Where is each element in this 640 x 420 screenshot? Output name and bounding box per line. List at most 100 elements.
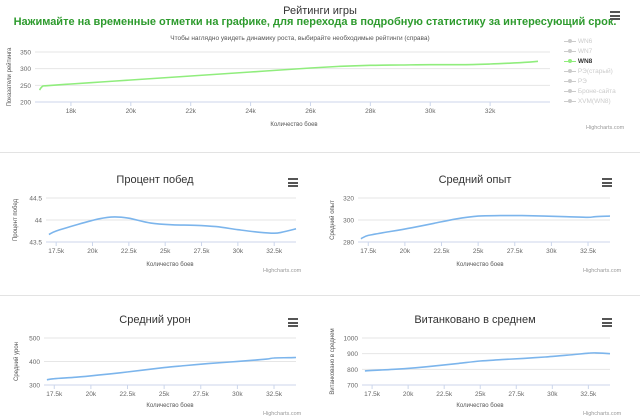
avg-damage-panel: Средний урон 300 400 500 17.5k 20k 22.5k 25k 27… bbox=[0, 300, 310, 420]
main-x-tick-label: 18k bbox=[66, 108, 77, 115]
win-rate-x-tick-label: 22.5k bbox=[121, 248, 138, 255]
avg-tanked-series-line bbox=[364, 352, 611, 372]
legend-item-re[interactable]: РЭ bbox=[564, 77, 616, 87]
avg-exp-x-tick-label: 17.5k bbox=[360, 248, 377, 255]
avg-tanked-x-tick-label: 27.5k bbox=[508, 391, 525, 398]
avg-tanked-x-axis-title: Количество боев bbox=[456, 403, 503, 409]
avg-damage-title: Средний урон bbox=[119, 314, 191, 326]
avg-tanked-panel: Витанковано в среднем 700 800 900 1000 17.5k… bbox=[320, 300, 630, 420]
win-rate-x-tick-label: 20k bbox=[87, 248, 98, 255]
avg-tanked-y-tick-label: 800 bbox=[347, 367, 358, 374]
win-rate-panel: Процент побед 43.5 44 44.5 17.5k 20k 22.5k 25k… bbox=[0, 160, 310, 285]
avg-damage-x-tick-label: 30k bbox=[232, 391, 243, 398]
avg-exp-x-tick-label: 32.5k bbox=[580, 248, 597, 255]
avg-exp-x-tick-label: 22.5k bbox=[434, 248, 451, 255]
avg-tanked-x-tick-label: 20k bbox=[403, 391, 414, 398]
avg-damage-x-tick-label: 32.5k bbox=[266, 391, 283, 398]
main-chart-title: Рейтинги игры bbox=[283, 5, 357, 17]
win-rate-x-tick-label: 32.5k bbox=[266, 248, 283, 255]
avg-damage-x-tick-label: 22.5k bbox=[120, 391, 137, 398]
hamburger-menu-icon[interactable] bbox=[610, 11, 620, 20]
main-x-tick-label: 26k bbox=[305, 108, 316, 115]
avg-exp-y-tick-label: 280 bbox=[343, 240, 354, 247]
legend-marker-icon bbox=[564, 47, 576, 55]
avg-exp-x-tick-label: 30k bbox=[546, 248, 557, 255]
avg-tanked-x-tick-label: 25k bbox=[475, 391, 486, 398]
legend-label: РЭ(старый) bbox=[577, 68, 613, 75]
win-rate-y-tick-label: 44 bbox=[35, 218, 43, 225]
legend-marker-icon bbox=[564, 87, 576, 95]
legend-item-brone-site[interactable]: Броне-сайта bbox=[564, 87, 616, 97]
hamburger-menu-icon[interactable] bbox=[602, 178, 612, 187]
win-rate-y-tick-label: 43.5 bbox=[29, 240, 42, 247]
win-rate-series-line bbox=[48, 216, 297, 236]
section-divider bbox=[0, 152, 640, 153]
hamburger-menu-icon[interactable] bbox=[288, 318, 298, 327]
avg-exp-y-axis-title: Средний опыт bbox=[329, 200, 336, 240]
main-x-tick-label: 30k bbox=[425, 108, 436, 115]
main-rating-chart[interactable]: 200 250 300 350 18k 20k 22k 24k 26k 28k 30k 32k Коли… bbox=[0, 0, 640, 150]
avg-exp-x-tick-label: 25k bbox=[473, 248, 484, 255]
avg-tanked-y-tick-label: 1000 bbox=[344, 336, 359, 343]
legend-label: WN6 bbox=[577, 38, 593, 45]
main-y-axis-title: Показатели рейтинга bbox=[6, 47, 13, 106]
main-y-tick-label: 350 bbox=[20, 50, 31, 57]
avg-tanked-x-tick-label: 30k bbox=[547, 391, 558, 398]
win-rate-x-tick-label: 30k bbox=[233, 248, 244, 255]
avg-damage-y-tick-label: 400 bbox=[29, 359, 40, 366]
legend-item-wn6[interactable]: WN6 bbox=[564, 37, 616, 47]
main-y-tick-label: 200 bbox=[20, 100, 31, 107]
main-chart-panel: Рейтинги игры Нажимайте на временные отм… bbox=[0, 0, 640, 150]
instruction-text: Нажимайте на временные отметки на график… bbox=[13, 16, 617, 28]
legend-label: WN8 bbox=[577, 58, 593, 65]
avg-tanked-chart[interactable]: 700 800 900 1000 17.5k 20k 22.5k 25k 27.5k 30k 32.… bbox=[320, 300, 630, 420]
win-rate-chart[interactable]: 43.5 44 44.5 17.5k 20k 22.5k 25k 27.5k 30k 32.5k К… bbox=[0, 160, 310, 285]
legend-label: РЭ bbox=[577, 78, 587, 85]
legend-item-re-old[interactable]: РЭ(старый) bbox=[564, 67, 616, 77]
avg-damage-x-tick-label: 17.5k bbox=[46, 391, 63, 398]
avg-damage-series-line bbox=[46, 356, 297, 381]
main-y-tick-label: 250 bbox=[20, 83, 31, 90]
avg-tanked-credits: Highcharts.com bbox=[583, 411, 622, 417]
avg-tanked-y-tick-label: 900 bbox=[347, 351, 358, 358]
avg-tanked-x-tick-label: 17.5k bbox=[364, 391, 381, 398]
legend-marker-icon bbox=[564, 97, 576, 105]
hamburger-menu-icon[interactable] bbox=[288, 178, 298, 187]
avg-damage-y-tick-label: 500 bbox=[29, 336, 40, 343]
legend-marker-icon bbox=[564, 37, 576, 45]
win-rate-x-tick-label: 27.5k bbox=[194, 248, 211, 255]
avg-tanked-x-tick-label: 22.5k bbox=[436, 391, 453, 398]
avg-exp-credits: Highcharts.com bbox=[583, 268, 622, 274]
legend-item-xvm-wn8[interactable]: XVM(WN8) bbox=[564, 97, 616, 107]
win-rate-x-axis-title: Количество боев bbox=[146, 262, 193, 268]
rating-legend: WN6 WN7 WN8 РЭ(старый) РЭ Броне-сайта XV… bbox=[564, 37, 616, 107]
main-chart-credits: Highcharts.com bbox=[586, 125, 625, 131]
avg-exp-x-axis-title: Количество боев bbox=[456, 262, 503, 268]
hamburger-menu-icon[interactable] bbox=[602, 318, 612, 327]
legend-marker-icon bbox=[564, 67, 576, 75]
avg-damage-x-axis-title: Количество боев bbox=[146, 403, 193, 409]
avg-exp-x-tick-label: 27.5k bbox=[507, 248, 524, 255]
avg-damage-chart[interactable]: 300 400 500 17.5k 20k 22.5k 25k 27.5k 30k 32.5k Ко… bbox=[0, 300, 310, 420]
win-rate-x-tick-label: 25k bbox=[160, 248, 171, 255]
avg-damage-y-axis-title: Средний урон bbox=[13, 342, 20, 381]
avg-damage-x-tick-label: 27.5k bbox=[193, 391, 210, 398]
main-y-tick-label: 300 bbox=[20, 66, 31, 73]
legend-label: XVM(WN8) bbox=[577, 98, 611, 105]
win-rate-x-tick-label: 17.5k bbox=[48, 248, 65, 255]
avg-damage-x-tick-label: 20k bbox=[86, 391, 97, 398]
win-rate-y-tick-label: 44.5 bbox=[29, 196, 42, 203]
legend-marker-icon bbox=[564, 77, 576, 85]
legend-item-wn7[interactable]: WN7 bbox=[564, 47, 616, 57]
legend-item-wn8[interactable]: WN8 bbox=[564, 57, 616, 67]
avg-tanked-title: Витанковано в среднем bbox=[414, 314, 536, 326]
avg-damage-x-tick-label: 25k bbox=[159, 391, 170, 398]
legend-label: WN7 bbox=[577, 48, 593, 55]
avg-exp-chart[interactable]: 280 300 320 17.5k 20k 22.5k 25k 27.5k 30k 32.5k Ко… bbox=[320, 160, 630, 285]
avg-exp-panel: Средний опыт 280 300 320 17.5k 20k 22.5k 25k 27… bbox=[320, 160, 630, 285]
avg-damage-y-tick-label: 300 bbox=[29, 383, 40, 390]
main-x-tick-label: 20k bbox=[126, 108, 137, 115]
avg-tanked-y-tick-label: 700 bbox=[347, 383, 358, 390]
win-rate-y-axis-title: Процент побед bbox=[13, 198, 19, 241]
main-x-tick-label: 22k bbox=[185, 108, 196, 115]
